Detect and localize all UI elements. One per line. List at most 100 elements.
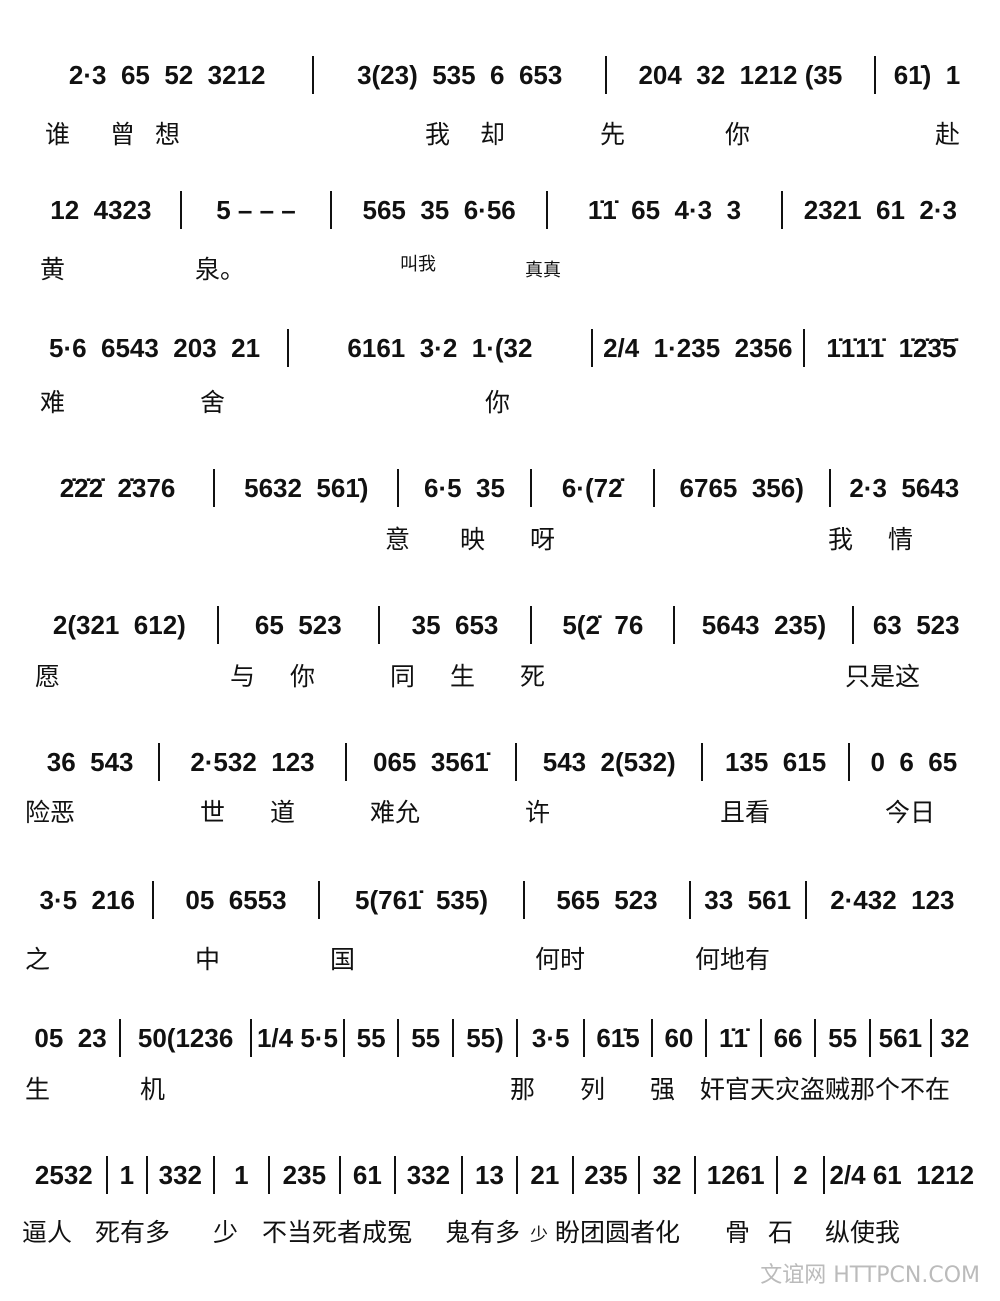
measure: 1 <box>108 1156 148 1194</box>
measure: 135 615 <box>703 743 850 781</box>
measure: 235 <box>270 1156 341 1194</box>
measure: 2̇2̇2̇ 2̇376 <box>22 469 216 507</box>
measure: 33 561 <box>691 881 807 919</box>
lyric: 你 <box>485 388 511 417</box>
lyric: 机 <box>140 1075 166 1104</box>
lyric: 盼团圆者化 <box>555 1218 681 1247</box>
lyric: 那 <box>510 1075 536 1104</box>
lyrics-row-6: 险恶 世 道 难允 许 且看 今日 <box>0 793 1000 829</box>
measure: 60 <box>653 1019 708 1057</box>
lyric: 世 <box>200 798 226 827</box>
lyric: 纵使我 <box>825 1218 901 1247</box>
measure: 3·5 <box>518 1019 586 1057</box>
lyric: 少 <box>213 1218 239 1247</box>
measure: 2·3 5643 <box>849 472 960 503</box>
lyrics-row-7: 之 中 国 何时 何地有 <box>0 940 1000 976</box>
measure: 66 <box>762 1019 817 1057</box>
measure: 235 <box>574 1156 641 1194</box>
measure: 2·532 123 <box>160 743 347 781</box>
lyric: 黄 <box>40 255 66 284</box>
measure: 2 <box>778 1156 826 1194</box>
lyrics-row-1: 谁 曾 想 我 却 先 你 赴 <box>0 115 1000 151</box>
notation-row-8: 05 23 50(1236 1/4 5·5 55 55 55) 3·5 61̇5… <box>22 1018 978 1058</box>
lyric: 你 <box>290 662 316 691</box>
measure: 565 523 <box>525 881 691 919</box>
lyrics-row-4: 意 映 呀 我 情 <box>0 520 1000 556</box>
measure: 61 <box>341 1156 397 1194</box>
measure: 5632 561̇) <box>215 469 400 507</box>
lyric: 许 <box>525 798 551 827</box>
measure: 5(761̇ 535) <box>320 881 526 919</box>
notation-row-6: 36 543 2·532 123 065 3561̇ 543 2(532) 13… <box>22 742 978 782</box>
measure: 565 35 6·56 <box>332 191 549 229</box>
measure: 12 4323 <box>22 191 182 229</box>
measure: 1261 <box>696 1156 778 1194</box>
measure: 35 653 <box>380 606 533 644</box>
lyrics-row-5: 愿 与 你 同 生 死 只是这 <box>0 657 1000 693</box>
lyric: 只是这 <box>845 662 921 691</box>
lyrics-row-9: 逼人 死有多 少 不当死者成冤 鬼有多 少 盼团圆者化 骨 石 纵使我 <box>0 1213 1000 1249</box>
measure: 1̇1̇ 65 4·3 3 <box>548 191 783 229</box>
lyric: 少 <box>530 1225 548 1246</box>
measure: 3·5 216 <box>22 881 155 919</box>
lyric: 我 <box>425 120 451 149</box>
measure: 63 523 <box>872 609 960 640</box>
measure: 55 <box>399 1019 454 1057</box>
lyric: 奸官天灾盗贼那个不在 <box>700 1075 951 1104</box>
notation-row-2: 12 4323 5 – – – 565 35 6·56 1̇1̇ 65 4·3 … <box>22 190 978 230</box>
lyric: 我 <box>828 525 854 554</box>
lyric: 今日 <box>885 798 936 827</box>
lyric: 强 <box>650 1075 676 1104</box>
measure: 332 <box>148 1156 215 1194</box>
measure: 5 – – – <box>182 191 333 229</box>
lyric: 谁 <box>45 120 71 149</box>
measure: 2/4 61 1212 <box>829 1159 975 1190</box>
lyrics-row-2: 黄 泉。 叫我 真真 <box>0 250 1000 286</box>
measure: 6161 3·2 1·(32 <box>289 329 593 367</box>
notation-row-5: 2(321 612) 65 523 35 653 5(2̇ 76 5643 23… <box>22 605 978 645</box>
measure: 61̇) 1 <box>893 59 961 90</box>
measure: 1/4 5·5 <box>252 1019 345 1057</box>
measure: 065 3561̇ <box>347 743 518 781</box>
measure: 05 6553 <box>154 881 320 919</box>
lyric: 情 <box>888 525 914 554</box>
lyric: 国 <box>330 945 356 974</box>
lyric: 中 <box>195 945 221 974</box>
lyric: 舍 <box>200 388 226 417</box>
lyric: 生 <box>25 1075 51 1104</box>
notation-row-9: 2532 1 332 1 235 61 332 13 21 235 32 126… <box>22 1155 978 1195</box>
lyric: 道 <box>270 798 296 827</box>
measure: 50(1236 <box>121 1019 253 1057</box>
measure: 55 <box>345 1019 400 1057</box>
lyric: 赴 <box>935 120 961 149</box>
lyric: 曾 <box>110 120 136 149</box>
lyric: 呀 <box>530 525 556 554</box>
lyric: 想 <box>155 120 181 149</box>
lyric: 与 <box>230 662 256 691</box>
measure: 5·6 6543 203 21 <box>22 329 290 367</box>
notation-row-7: 3·5 216 05 6553 5(761̇ 535) 565 523 33 5… <box>22 880 978 920</box>
measure: 0 6 65 <box>870 746 958 777</box>
lyric: 生 <box>450 662 476 691</box>
measure: 32 <box>940 1022 970 1053</box>
lyric: 列 <box>580 1075 606 1104</box>
notation-row-1: 2·3 65 52 3212 3(23) 535 6 653 204 32 12… <box>22 55 978 95</box>
lyric: 逼人 <box>22 1218 73 1247</box>
lyric: 同 <box>390 662 416 691</box>
measure: 1̇1̇1̇1̇ 1̇2̇3̇5̇ <box>826 332 957 363</box>
measure: 5643 235) <box>675 606 855 644</box>
lyric: 险恶 <box>25 798 76 827</box>
lyric: 何时 <box>535 945 586 974</box>
measure: 55 <box>816 1019 871 1057</box>
measure: 6·(72̇ <box>532 469 655 507</box>
lyric: 不当死者成冤 <box>262 1218 413 1247</box>
lyric: 之 <box>25 945 51 974</box>
measure: 3(23) 535 6 653 <box>314 56 607 94</box>
measure: 2321 61 2·3 <box>803 194 957 225</box>
measure: 21 <box>518 1156 574 1194</box>
lyric: 且看 <box>720 798 771 827</box>
lyric: 意 <box>385 525 411 554</box>
measure: 05 23 <box>22 1019 122 1057</box>
measure: 2(321 612) <box>22 606 219 644</box>
